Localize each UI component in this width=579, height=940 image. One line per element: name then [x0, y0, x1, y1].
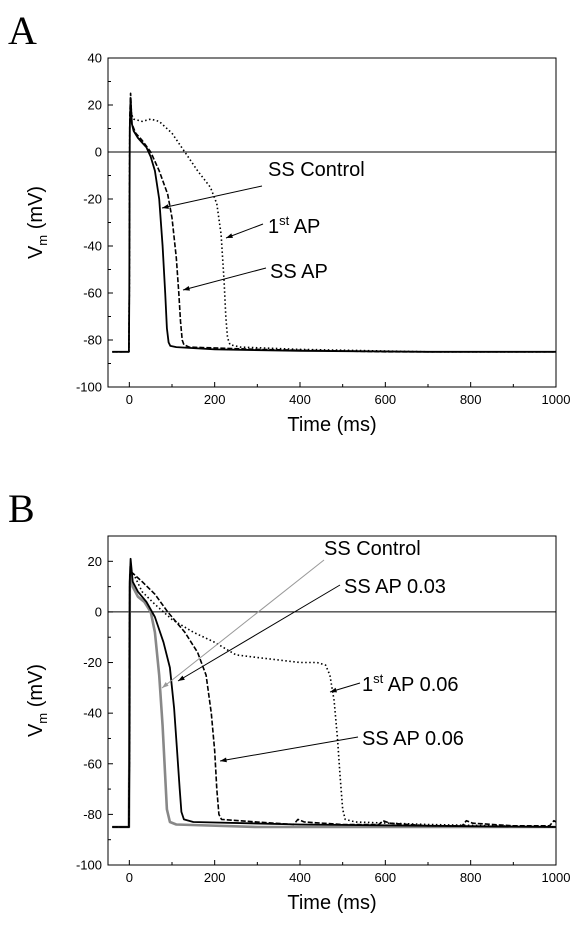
panel-b-series-3-dashed-line	[112, 570, 557, 828]
panel-a-annotation-arrow	[182, 267, 267, 291]
panel-b-annotation-arrowhead	[178, 675, 185, 681]
panel-a-plot-frame	[107, 57, 557, 388]
panel-b-annotation-arrowhead	[220, 757, 227, 763]
panel-b-annotation-label: 1st AP 0.06	[362, 671, 459, 696]
panel-a-series-2-dashed-line	[112, 92, 556, 353]
panel-b-x-tick-label: 1000	[542, 870, 571, 885]
panel-a-x-tick-label: 600	[374, 392, 396, 407]
panel-a-series-3-dotted-line	[112, 111, 556, 353]
panel-b-y-tick-label: 0	[95, 604, 102, 619]
panel-b-x-tick-label: 600	[374, 870, 396, 885]
panel-a-y-tick-label: 20	[88, 98, 102, 113]
panel-a-x-tick-label: 400	[289, 392, 311, 407]
panel-b-annotation-arrow	[161, 559, 325, 689]
panel-a-annotation-arrow	[161, 185, 263, 209]
panel-b-x-tick-label: 400	[289, 870, 311, 885]
panel-a-y-tick-label: -20	[83, 192, 102, 207]
panel-a-y-tick-label: 40	[88, 51, 102, 66]
panel-a-y-axis-label: Vm (mV)	[25, 186, 50, 259]
panel-b-y-tick-label: -40	[83, 706, 102, 721]
panel-b-y-tick-label: -20	[83, 655, 102, 670]
panel-a-x-tick-label: 0	[126, 392, 133, 407]
panel-a-annotation-label: SS Control	[268, 159, 365, 181]
panel-b-annotation-arrowhead	[162, 682, 169, 688]
panel-b-x-tick-label: 0	[126, 870, 133, 885]
panel-a-x-tick-label: 800	[460, 392, 482, 407]
panel-b-x-axis-label: Time (ms)	[287, 892, 376, 914]
panel-b-annotation-arrowhead	[330, 687, 337, 693]
panel-b-y-tick-label: -100	[76, 858, 102, 873]
panel-a-annotation-arrowhead	[226, 233, 233, 238]
panel-a-annotation-label: SS AP	[270, 261, 328, 283]
panel-a-y-tick-label: -60	[83, 286, 102, 301]
panel-b-series-2-solid-line	[112, 557, 557, 828]
panel-b-y-axis-label: Vm (mV)	[25, 664, 50, 737]
panel-b-x-tick-label: 800	[460, 870, 482, 885]
panel-b-y-tick-label: -80	[83, 807, 102, 822]
panel-a-annotation-arrowhead	[183, 285, 190, 291]
panel-b-annotation-label: SS AP 0.03	[344, 576, 446, 598]
panel-a-annotation-arrowhead	[162, 204, 169, 209]
panel-b-series-4-dotted-line	[112, 568, 557, 828]
panel-a-annotation-arrow	[225, 223, 264, 239]
panel-b-annotation-arrow	[177, 584, 341, 682]
panel-a-x-tick-label: 200	[204, 392, 226, 407]
panel-a-chart: 0 200 400 600 800 1000 -100 -80 -60 -40 -20 0 20 40 Ti…	[25, 51, 570, 437]
panel-b-plot-frame	[107, 535, 557, 866]
panel-b-x-tick-label: 200	[204, 870, 226, 885]
panel-a-x-axis-label: Time (ms)	[287, 414, 376, 436]
panel-b-y-tick-label: -60	[83, 756, 102, 771]
panel-a-y-tick-label: 0	[95, 145, 102, 160]
panel-b-y-tick-label: 20	[88, 554, 102, 569]
panel-a-y-tick-label: -100	[76, 380, 102, 395]
panel-a-annotation-label: 1st AP	[268, 213, 320, 238]
panel-b-annotation-arrow	[219, 736, 359, 762]
panel-letter-b: B	[8, 486, 35, 531]
panel-a-y-tick-label: -80	[83, 333, 102, 348]
panel-a-x-tick-label: 1000	[542, 392, 571, 407]
panel-a-y-tick-label: -40	[83, 239, 102, 254]
panel-a-series-1-solid-line	[112, 97, 556, 353]
panel-letter-a: A	[8, 8, 37, 53]
panel-b-chart: 0 200 400 600 800 1000 -100 -80 -60 -40 -20 0 20 Time…	[25, 535, 571, 914]
panel-b-annotation-label: SS Control	[324, 538, 421, 560]
panel-b-annotation-label: SS AP 0.06	[362, 728, 464, 750]
